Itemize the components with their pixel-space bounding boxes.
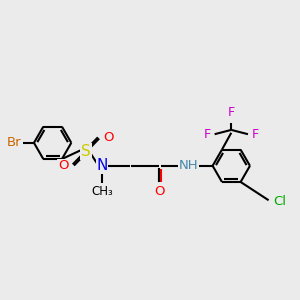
Text: NH: NH [178, 159, 198, 172]
Text: O: O [58, 159, 68, 172]
Text: F: F [228, 106, 235, 119]
Text: S: S [81, 144, 91, 159]
Text: Cl: Cl [273, 195, 286, 208]
Text: F: F [204, 128, 211, 141]
Text: O: O [154, 185, 165, 198]
Text: CH₃: CH₃ [91, 185, 113, 198]
Text: O: O [103, 130, 114, 144]
Text: N: N [96, 158, 108, 173]
Text: F: F [252, 128, 259, 141]
Text: Br: Br [7, 136, 22, 149]
